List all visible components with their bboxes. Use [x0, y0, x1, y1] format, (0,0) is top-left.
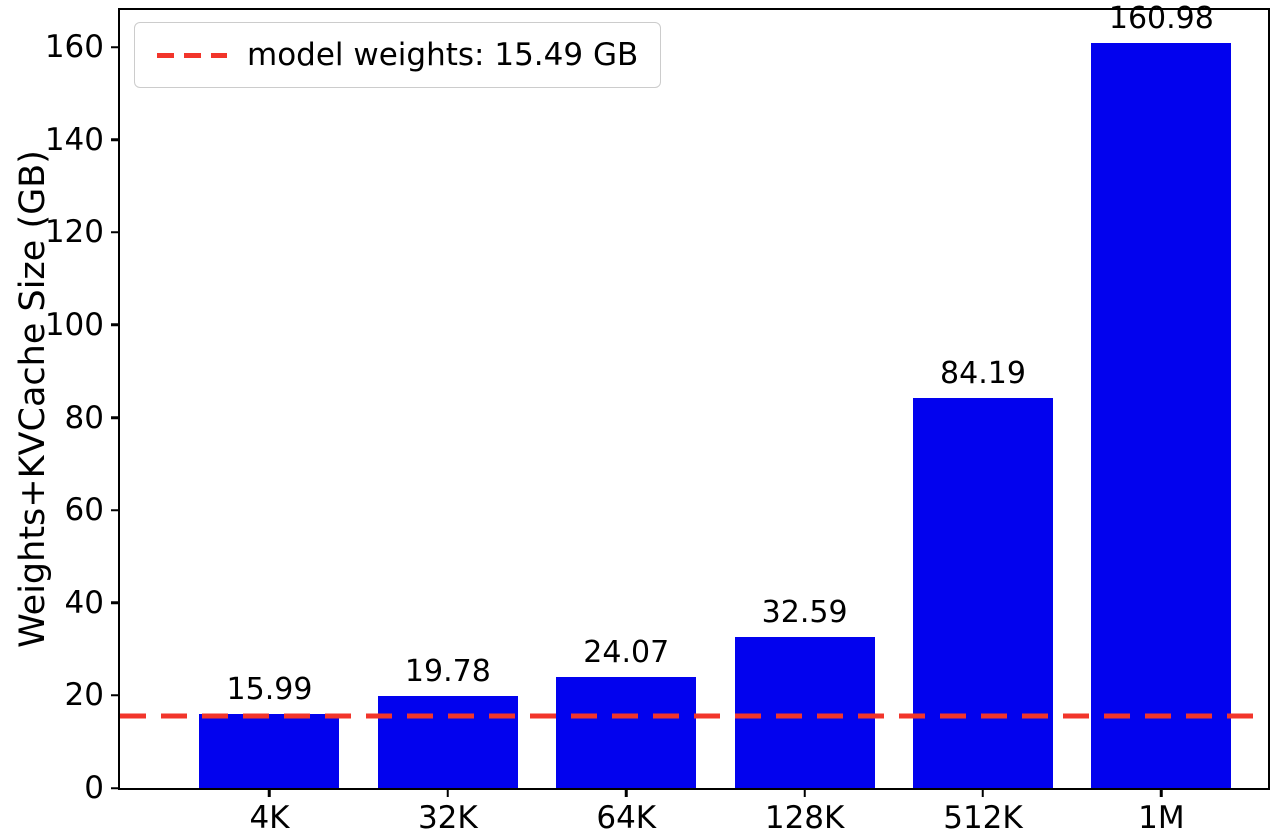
y-tick-label: 160	[44, 29, 104, 66]
x-tick-label: 1M	[1138, 800, 1185, 836]
y-tick-label: 20	[64, 677, 104, 714]
y-tick-mark	[111, 138, 120, 141]
bar-value-label: 84.19	[940, 356, 1026, 392]
bar	[199, 713, 340, 788]
y-tick-mark	[111, 601, 120, 605]
legend-label: model weights: 15.49 GB	[247, 37, 639, 73]
bar	[912, 398, 1053, 788]
bar	[1091, 42, 1232, 788]
plot-area: 15.99 4K 19.78 32K 24.07 64K 32.59 128K 84.19 512…	[45, 1, 1270, 836]
y-tick-label: 100	[44, 306, 104, 343]
x-tick-mark	[803, 788, 806, 797]
x-tick-label: 64K	[596, 800, 657, 836]
y-tick-label: 140	[44, 121, 104, 158]
x-tick-mark	[624, 788, 628, 797]
x-tick-label: 4K	[249, 800, 290, 836]
bar-value-label: 160.98	[1108, 0, 1214, 36]
y-tick-mark	[111, 508, 120, 512]
x-tick-mark	[981, 788, 985, 797]
bar	[734, 637, 875, 788]
bar-value-label: 19.78	[404, 654, 491, 690]
y-tick-mark	[111, 45, 120, 49]
y-tick-label: 40	[64, 584, 104, 621]
y-tick-mark	[111, 416, 120, 419]
model-weights-threshold-line	[120, 713, 1268, 719]
legend: model weights: 15.49 GB	[134, 22, 662, 88]
y-tick-label: 0	[84, 770, 104, 806]
y-tick-mark	[111, 323, 120, 327]
x-tick-mark	[1160, 788, 1163, 797]
bar	[377, 696, 518, 788]
y-tick-mark	[111, 231, 120, 234]
y-tick-label: 60	[64, 492, 104, 529]
x-tick-label: 32K	[417, 800, 478, 836]
y-tick-label: 80	[64, 399, 104, 436]
y-tick-mark	[111, 786, 120, 790]
y-tick-label: 120	[44, 214, 104, 251]
bars-layer: 15.99 4K 19.78 32K 24.07 64K 32.59 128K 84.19 512…	[120, 1, 1268, 836]
bar-value-label: 15.99	[226, 671, 313, 707]
y-tick-mark	[111, 694, 120, 697]
axis-ticks-layer: 0 20 40 60 80 100 120 140 160	[45, 10, 1268, 806]
bar-value-label: 24.07	[583, 634, 670, 670]
x-tick-mark	[446, 788, 450, 797]
x-tick-label: 128K	[764, 800, 845, 836]
bar	[556, 676, 697, 788]
bar-value-label: 32.59	[761, 595, 848, 631]
dashed-line-icon	[157, 52, 227, 58]
x-tick-mark	[268, 788, 271, 797]
x-tick-label: 512K	[943, 800, 1023, 836]
